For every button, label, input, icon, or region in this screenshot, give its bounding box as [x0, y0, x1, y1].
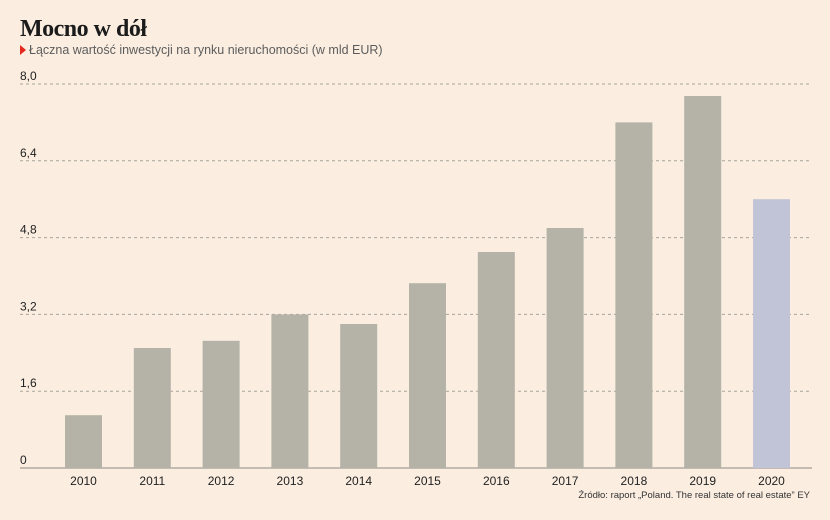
y-tick-label: 6,4 — [20, 146, 37, 160]
x-tick-label: 2020 — [758, 474, 785, 488]
x-tick-label: 2014 — [345, 474, 372, 488]
bar-2013 — [271, 314, 309, 468]
y-tick-label: 3,2 — [20, 299, 37, 313]
source-note: Źródło: raport „Poland. The real state o… — [578, 490, 810, 501]
x-tick-label: 2019 — [689, 474, 716, 488]
bar-2018 — [615, 122, 653, 469]
bar-2017 — [546, 228, 584, 468]
y-axis-tick-labels: 0 1,6 3,2 4,8 6,4 8,0 — [20, 69, 37, 467]
bar-2010 — [65, 415, 102, 468]
y-tick-label: 4,8 — [20, 223, 37, 237]
x-tick-label: 2018 — [621, 474, 648, 488]
x-tick-label: 2011 — [139, 474, 165, 488]
red-triangle-marker-icon — [20, 45, 26, 55]
bar-2011 — [133, 348, 171, 468]
x-axis-tick-labels: 2010 2011 2012 2013 2014 2015 2016 2017 2018 2019… — [70, 474, 785, 488]
x-tick-label: 2013 — [277, 474, 304, 488]
bars — [65, 96, 790, 469]
bar-2012 — [202, 340, 240, 468]
x-tick-label: 2010 — [70, 474, 97, 488]
x-tick-label: 2017 — [552, 474, 579, 488]
chart-subtitle-text: Łączna wartość inwestycji na rynku nieru… — [29, 43, 383, 57]
bar-2016 — [477, 252, 515, 468]
y-tick-label: 8,0 — [20, 69, 37, 83]
x-tick-label: 2016 — [483, 474, 510, 488]
bar-2015 — [409, 283, 446, 468]
bar-2020 — [753, 199, 790, 468]
chart-title: Mocno w dół — [20, 16, 147, 42]
x-tick-label: 2012 — [208, 474, 235, 488]
x-tick-label: 2015 — [414, 474, 441, 488]
bar-2014 — [340, 324, 378, 468]
y-tick-label: 1,6 — [20, 376, 37, 390]
bar-2019 — [684, 96, 722, 468]
y-tick-label: 0 — [20, 453, 27, 467]
chart-subtitle: Łączna wartość inwestycji na rynku nieru… — [20, 42, 383, 58]
